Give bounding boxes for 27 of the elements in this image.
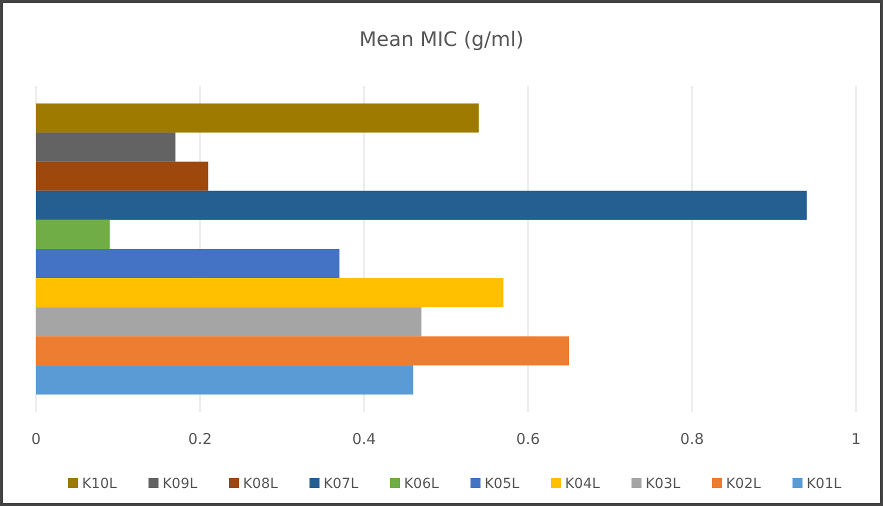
- x-tick-label: 0: [31, 430, 41, 448]
- x-tick-label: 0.2: [188, 430, 212, 448]
- x-tick-label: 0.8: [680, 430, 704, 448]
- bar: [36, 162, 208, 191]
- bar: [36, 365, 414, 395]
- legend-label: K09L: [162, 476, 198, 492]
- bar: [36, 132, 176, 162]
- bar: [36, 249, 340, 278]
- bar: [36, 336, 569, 366]
- x-tick-label: 0.4: [352, 430, 376, 448]
- legend-label: K10L: [82, 476, 117, 492]
- bar: [36, 220, 110, 249]
- legend-label: K02L: [726, 476, 761, 492]
- bar: [36, 278, 504, 308]
- legend-label: K07L: [324, 476, 358, 492]
- bar: [36, 103, 479, 133]
- legend-label: K06L: [404, 476, 439, 492]
- legend-label: K04L: [565, 476, 600, 492]
- legend-label: K08L: [243, 476, 278, 492]
- legend-label: K01L: [806, 476, 842, 492]
- x-tick-label: 1: [851, 430, 861, 448]
- bar: [36, 190, 807, 220]
- chart-title: Mean MIC (g/ml): [359, 27, 524, 51]
- bar: [36, 307, 422, 336]
- legend-label: K05L: [484, 476, 520, 492]
- legend-label: K03L: [646, 476, 680, 492]
- x-tick-label: 0.6: [516, 430, 540, 448]
